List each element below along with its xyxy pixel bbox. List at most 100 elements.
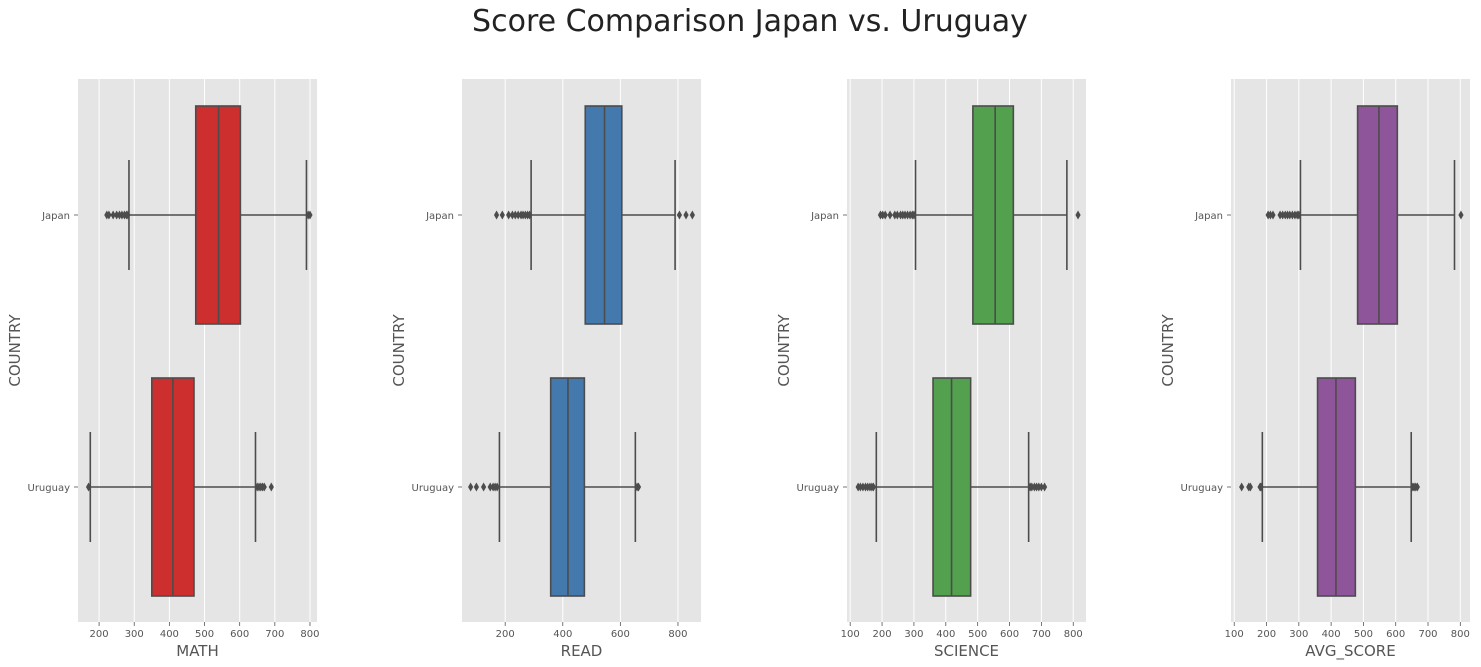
- y-tick-label-read-uruguay: Uruguay: [412, 483, 455, 494]
- outlier-science-uruguay-7: [870, 482, 877, 492]
- x-tick-label-math-200: 200: [90, 629, 109, 640]
- outlier-math-japan-1: [106, 210, 112, 220]
- box-read-japan: [493, 105, 695, 325]
- outlier-read-japan-5: [515, 210, 521, 220]
- y-tick-label-math-uruguay: Uruguay: [28, 483, 71, 494]
- x-tick-label-read-200: 200: [496, 629, 515, 640]
- box-science-uruguay: [855, 377, 1048, 597]
- iqr-box-science-japan: [972, 105, 1015, 325]
- x-tick-label-math-400: 400: [160, 629, 179, 640]
- outlier-avg-score-uruguay-4: [1258, 482, 1264, 492]
- box-math-uruguay: [85, 377, 274, 597]
- box-read-uruguay: [468, 377, 642, 597]
- outlier-science-japan-2: [882, 210, 888, 220]
- outlier-read-japan-0: [493, 210, 500, 220]
- x-tick-label-avg-score-600: 600: [1386, 629, 1405, 640]
- y-tick-label-math-japan: Japan: [41, 211, 70, 222]
- y-tick-label-science-uruguay: Uruguay: [797, 483, 840, 494]
- outlier-read-japan-13: [689, 210, 695, 220]
- outlier-math-uruguay-5: [261, 482, 267, 492]
- outlier-science-japan-13: [1075, 210, 1081, 220]
- outlier-avg-score-uruguay-8: [1414, 482, 1420, 492]
- panel-math: 200 300 400 500 600 700 800 Japan Uruguay MATH COU…: [6, 79, 320, 660]
- y-axis-label-avg-score: COUNTRY: [1159, 314, 1177, 387]
- iqr-box-read-japan: [584, 105, 623, 325]
- x-tick-label-science-100: 100: [841, 629, 860, 640]
- x-tick-label-math-800: 800: [300, 629, 319, 640]
- outlier-math-japan-2: [110, 210, 116, 220]
- box-avg-score-japan: [1265, 105, 1464, 325]
- outlier-science-uruguay-13: [1038, 482, 1044, 492]
- x-tick-label-avg-score-500: 500: [1354, 629, 1373, 640]
- outlier-science-japan-12: [911, 210, 917, 220]
- iqr-box-avg-score-japan: [1356, 105, 1399, 325]
- x-axis-label-read: READ: [561, 642, 603, 660]
- outlier-read-uruguay-0: [468, 482, 474, 492]
- x-axis-label-avg-score: AVG_SCORE: [1305, 642, 1395, 661]
- box-math-japan: [104, 105, 313, 325]
- x-tick-label-avg-score-800: 800: [1451, 629, 1470, 640]
- x-tick-label-avg-score-100: 100: [1225, 629, 1244, 640]
- chart-title: Score Comparison Japan vs. Uruguay: [472, 4, 1028, 39]
- box-avg-score-uruguay: [1239, 377, 1420, 597]
- x-tick-label-avg-score-400: 400: [1322, 629, 1341, 640]
- x-tick-label-science-600: 600: [1000, 629, 1019, 640]
- outlier-science-japan-5: [894, 210, 900, 220]
- outlier-read-japan-3: [509, 210, 515, 220]
- x-tick-label-avg-score-200: 200: [1257, 629, 1276, 640]
- outlier-read-uruguay-6: [494, 482, 500, 492]
- outlier-read-uruguay-8: [635, 482, 642, 492]
- y-tick-label-read-japan: Japan: [425, 211, 454, 222]
- x-tick-label-science-700: 700: [1032, 629, 1051, 640]
- outlier-science-japan-3: [887, 210, 893, 220]
- outlier-read-uruguay-1: [473, 482, 479, 492]
- outlier-read-japan-11: [676, 210, 683, 220]
- outlier-avg-score-japan-2: [1270, 210, 1276, 220]
- outlier-read-uruguay-3: [487, 482, 493, 492]
- outlier-math-japan-8: [125, 210, 131, 220]
- x-tick-label-science-500: 500: [968, 629, 987, 640]
- outlier-read-japan-12: [683, 210, 689, 220]
- x-axis-label-science: SCIENCE: [934, 642, 999, 660]
- x-tick-label-read-600: 600: [611, 629, 630, 640]
- outlier-avg-score-uruguay-2: [1247, 482, 1253, 492]
- outlier-math-uruguay-6: [268, 482, 274, 492]
- outlier-avg-score-japan-12: [1458, 210, 1464, 220]
- x-axis-label-math: MATH: [176, 642, 218, 660]
- y-axis-label-science: COUNTRY: [775, 314, 793, 387]
- x-tick-label-read-400: 400: [553, 629, 572, 640]
- y-tick-label-avg-score-uruguay: Uruguay: [1181, 483, 1224, 494]
- outlier-science-uruguay-14: [1041, 482, 1048, 492]
- panel-science: 100 200 300 400 500 600 700 800 Japan Uruguay SCIE…: [775, 79, 1086, 660]
- y-axis-label-read: COUNTRY: [390, 314, 408, 387]
- outlier-read-japan-4: [512, 210, 518, 220]
- outlier-avg-score-japan-11: [1296, 210, 1302, 220]
- outlier-read-japan-1: [499, 210, 505, 220]
- x-tick-label-avg-score-300: 300: [1289, 629, 1308, 640]
- x-tick-label-math-300: 300: [125, 629, 144, 640]
- x-tick-label-science-300: 300: [904, 629, 923, 640]
- outlier-math-uruguay-0: [85, 482, 92, 492]
- x-tick-label-math-500: 500: [195, 629, 214, 640]
- x-tick-label-science-400: 400: [936, 629, 955, 640]
- outlier-avg-score-uruguay-0: [1239, 482, 1245, 492]
- outlier-read-japan-2: [506, 210, 512, 220]
- x-tick-label-math-700: 700: [265, 629, 284, 640]
- outlier-read-uruguay-2: [480, 482, 487, 492]
- outlier-read-japan-10: [527, 210, 533, 220]
- outlier-math-japan-10: [307, 210, 313, 220]
- box-science-japan: [877, 105, 1081, 325]
- y-axis-label-math: COUNTRY: [6, 314, 24, 387]
- x-tick-label-read-800: 800: [668, 629, 687, 640]
- outlier-math-japan-3: [114, 210, 120, 220]
- x-tick-label-math-600: 600: [230, 629, 249, 640]
- panels: 200 300 400 500 600 700 800 Japan Uruguay MATH COU…: [6, 79, 1470, 661]
- panel-avg-score: 100 200 300 400 500 600 700 800 Japan Uruguay AVG_…: [1159, 79, 1470, 661]
- panel-read: 200 400 600 800 Japan Uruguay READ COUNTRY: [390, 79, 701, 660]
- y-tick-label-avg-score-japan: Japan: [1194, 211, 1223, 222]
- x-tick-label-science-200: 200: [873, 629, 892, 640]
- x-tick-label-science-800: 800: [1064, 629, 1083, 640]
- y-tick-label-science-japan: Japan: [810, 211, 839, 222]
- x-tick-label-avg-score-700: 700: [1418, 629, 1437, 640]
